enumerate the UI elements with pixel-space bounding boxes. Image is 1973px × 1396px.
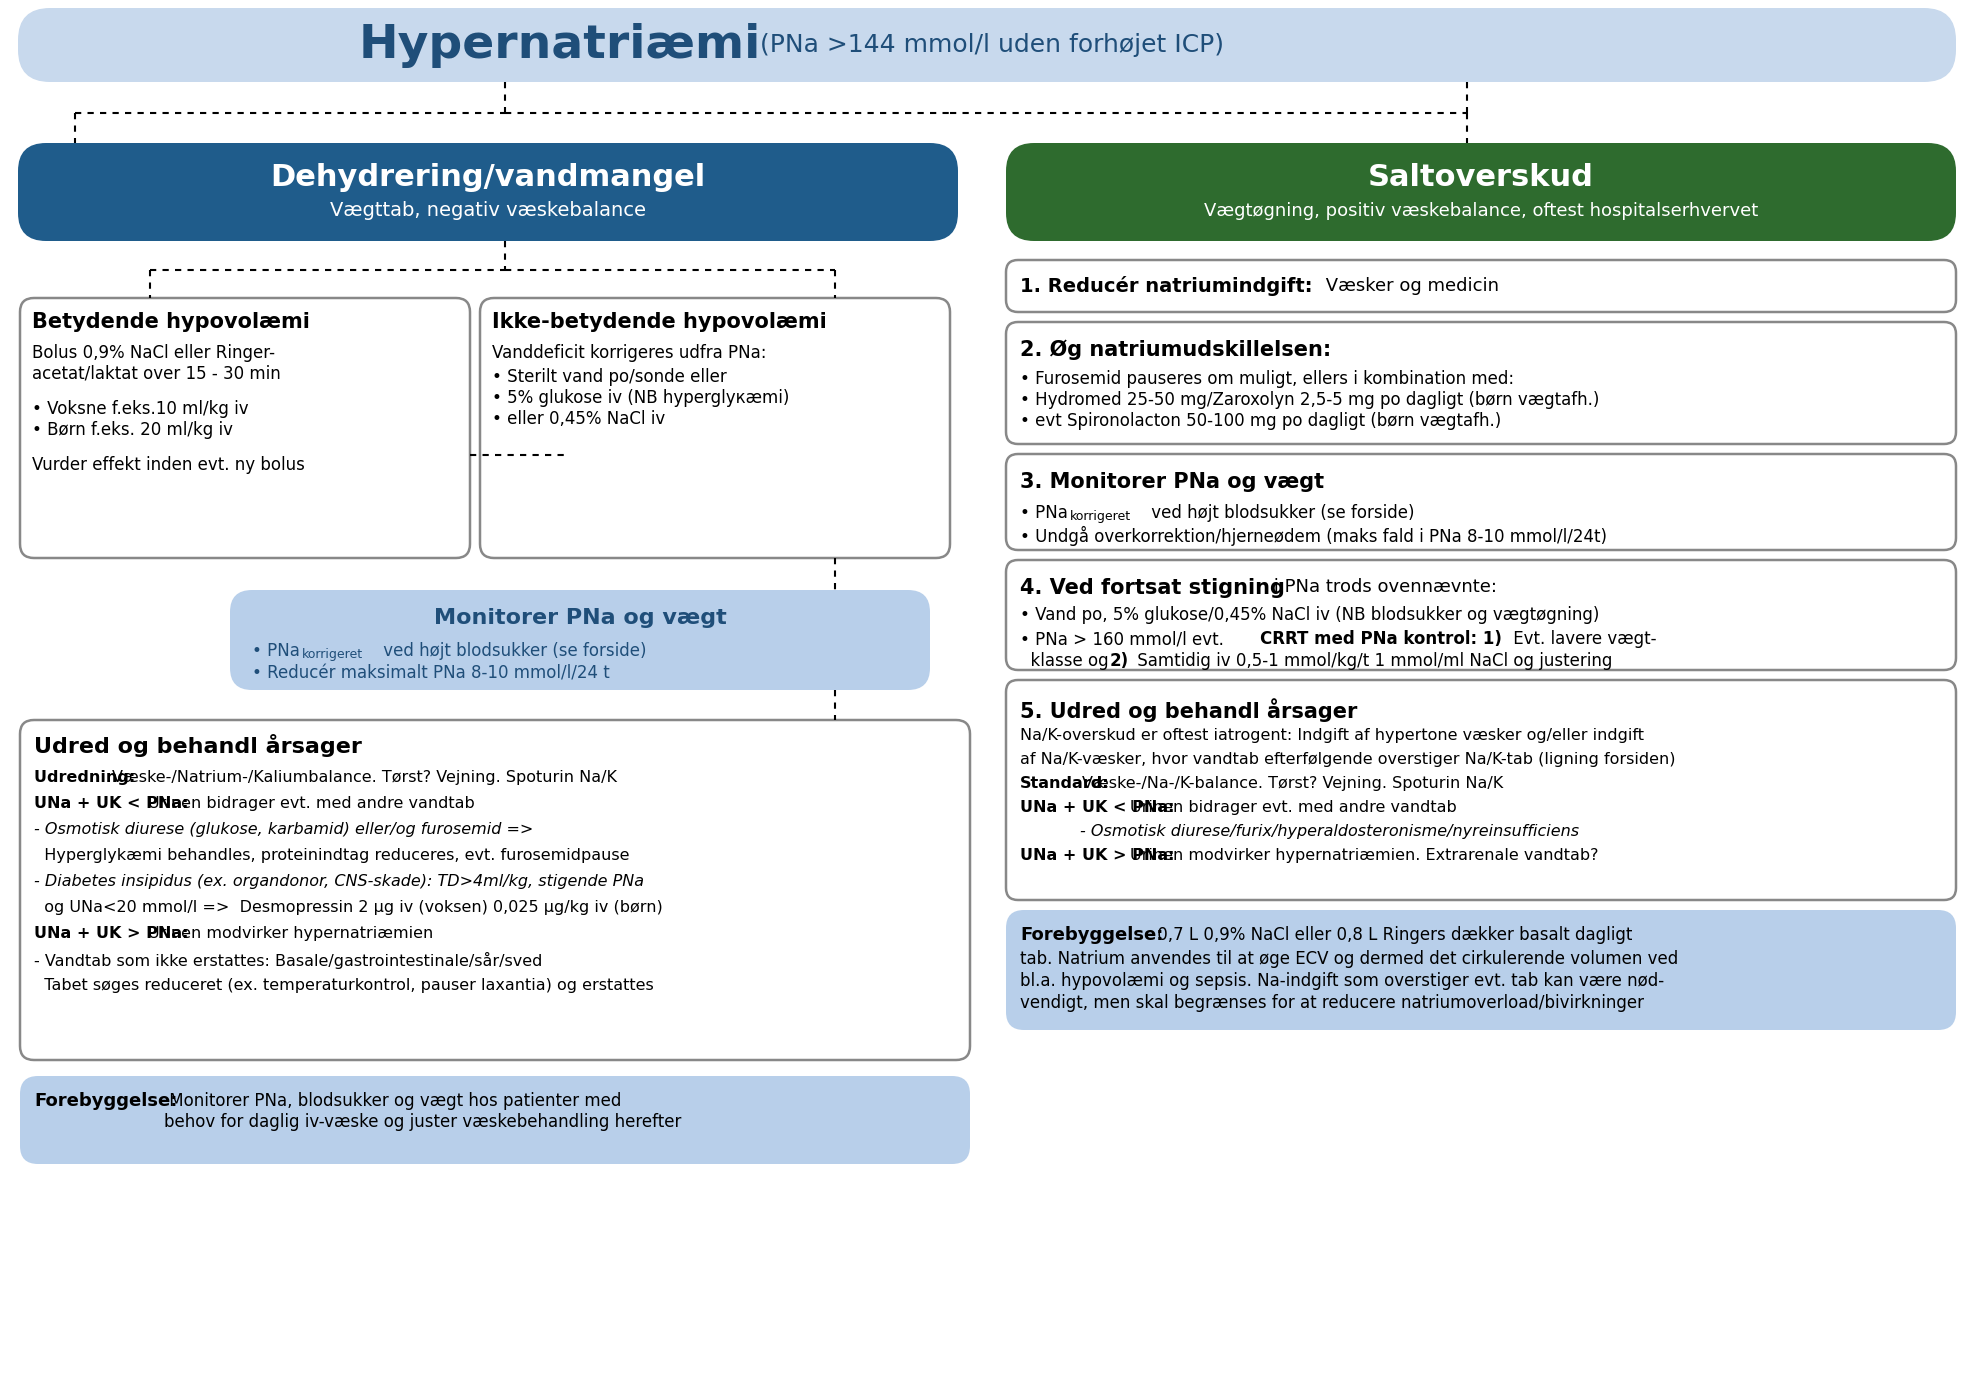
Text: Forebyggelse:: Forebyggelse:: [1020, 926, 1162, 944]
Text: Monitorer PNa og vægt: Monitorer PNa og vægt: [434, 609, 726, 628]
Text: - Vandtab som ikke erstattes: Basale/gastrointestinale/sår/sved: - Vandtab som ikke erstattes: Basale/gas…: [34, 952, 543, 969]
Text: Ikke-betydende hypovolæmi: Ikke-betydende hypovolæmi: [491, 311, 827, 332]
Text: i PNa trods ovennævnte:: i PNa trods ovennævnte:: [1267, 578, 1496, 596]
Text: Samtidig iv 0,5-1 mmol/kg/t 1 mmol/ml NaCl og justering: Samtidig iv 0,5-1 mmol/kg/t 1 mmol/ml Na…: [1131, 652, 1612, 670]
Text: tab. Natrium anvendes til at øge ECV og dermed det cirkulerende volumen ved: tab. Natrium anvendes til at øge ECV og …: [1020, 951, 1677, 967]
Text: Væske-/Na-/K-balance. Tørst? Vejning. Spoturin Na/K: Væske-/Na-/K-balance. Tørst? Vejning. Sp…: [1081, 776, 1503, 792]
Text: Bolus 0,9% NaCl eller Ringer-
acetat/laktat over 15 - 30 min: Bolus 0,9% NaCl eller Ringer- acetat/lak…: [32, 343, 280, 383]
Text: Urinen modvirker hypernatriæmien: Urinen modvirker hypernatriæmien: [148, 926, 434, 941]
Text: Udredning:: Udredning:: [34, 771, 140, 785]
Text: 2. Øg natriumudskillelsen:: 2. Øg natriumudskillelsen:: [1020, 341, 1330, 360]
Text: • Vand po, 5% glukose/0,45% NaCl iv (NB blodsukker og vægtøgning): • Vand po, 5% glukose/0,45% NaCl iv (NB …: [1020, 606, 1598, 624]
Text: UNa + UK < PNa:: UNa + UK < PNa:: [1020, 800, 1180, 815]
Text: Væske-/Natrium-/Kaliumbalance. Tørst? Vejning. Spoturin Na/K: Væske-/Natrium-/Kaliumbalance. Tørst? Ve…: [112, 771, 618, 785]
Text: - Osmotisk diurese/furix/hyperaldosteronisme/nyreinsufficiens: - Osmotisk diurese/furix/hyperaldosteron…: [1079, 824, 1578, 839]
Text: bl.a. hypovolæmi og sepsis. Na-indgift som overstiger evt. tab kan være nød-: bl.a. hypovolæmi og sepsis. Na-indgift s…: [1020, 972, 1663, 990]
Text: korrigeret: korrigeret: [1069, 510, 1131, 524]
Text: Væsker og medicin: Væsker og medicin: [1320, 276, 1498, 295]
FancyBboxPatch shape: [1006, 322, 1955, 444]
Text: Urinen bidrager evt. med andre vandtab: Urinen bidrager evt. med andre vandtab: [1131, 800, 1456, 815]
Text: • Voksne f.eks.10 ml/kg iv
• Børn f.eks. 20 ml/kg iv: • Voksne f.eks.10 ml/kg iv • Børn f.eks.…: [32, 401, 249, 438]
Text: ved højt blodsukker (se forside): ved højt blodsukker (se forside): [377, 642, 647, 660]
Text: Betydende hypovolæmi: Betydende hypovolæmi: [32, 311, 310, 332]
Text: - Osmotisk diurese (glukose, karbamid) eller/og furosemid =>: - Osmotisk diurese (glukose, karbamid) e…: [34, 822, 533, 838]
FancyBboxPatch shape: [18, 8, 1955, 82]
FancyBboxPatch shape: [20, 1076, 969, 1164]
FancyBboxPatch shape: [18, 142, 957, 242]
Text: UNa + UK < PNa:: UNa + UK < PNa:: [34, 796, 193, 811]
FancyBboxPatch shape: [231, 591, 929, 690]
Text: Dehydrering/vandmangel: Dehydrering/vandmangel: [270, 163, 704, 193]
FancyBboxPatch shape: [20, 720, 969, 1060]
Text: • Furosemid pauseres om muligt, ellers i kombination med:
• Hydromed 25-50 mg/Za: • Furosemid pauseres om muligt, ellers i…: [1020, 370, 1598, 430]
FancyBboxPatch shape: [20, 297, 470, 558]
Text: Evt. lavere vægt-: Evt. lavere vægt-: [1507, 630, 1655, 648]
Text: ved højt blodsukker (se forside): ved højt blodsukker (se forside): [1146, 504, 1415, 522]
Text: Vægtøgning, positiv væskebalance, oftest hospitalserhvervet: Vægtøgning, positiv væskebalance, oftest…: [1204, 202, 1758, 221]
Text: Vurder effekt inden evt. ny bolus: Vurder effekt inden evt. ny bolus: [32, 456, 304, 475]
Text: • PNa: • PNa: [253, 642, 300, 660]
Text: • PNa > 160 mmol/l evt.: • PNa > 160 mmol/l evt.: [1020, 630, 1229, 648]
Text: Urinen modvirker hypernatriæmien. Extrarenale vandtab?: Urinen modvirker hypernatriæmien. Extrar…: [1131, 847, 1598, 863]
Text: Hypernatriæmi: Hypernatriæmi: [359, 22, 762, 67]
Text: Vanddeficit korrigeres udfra PNa:: Vanddeficit korrigeres udfra PNa:: [491, 343, 766, 362]
Text: Hyperglykæmi behandles, proteinindtag reduceres, evt. furosemidpause: Hyperglykæmi behandles, proteinindtag re…: [34, 847, 629, 863]
Text: vendigt, men skal begrænses for at reducere natriumoverload/bivirkninger: vendigt, men skal begrænses for at reduc…: [1020, 994, 1644, 1012]
Text: • Reducér maksimalt PNa 8-10 mmol/l/24 t: • Reducér maksimalt PNa 8-10 mmol/l/24 t: [253, 664, 610, 683]
FancyBboxPatch shape: [1006, 680, 1955, 900]
Text: UNa + UK > PNa:: UNa + UK > PNa:: [1020, 847, 1180, 863]
Text: - Diabetes insipidus (ex. organdonor, CNS-skade): TD>4ml/kg, stigende PNa: - Diabetes insipidus (ex. organdonor, CN…: [34, 874, 643, 889]
Text: Tabet søges reduceret (ex. temperaturkontrol, pauser laxantia) og erstattes: Tabet søges reduceret (ex. temperaturkon…: [34, 979, 653, 993]
Text: klasse og: klasse og: [1020, 652, 1113, 670]
Text: UNa + UK > PNa:: UNa + UK > PNa:: [34, 926, 193, 941]
Text: Monitorer PNa, blodsukker og vægt hos patienter med
behov for daglig iv-væske og: Monitorer PNa, blodsukker og vægt hos pa…: [164, 1092, 681, 1131]
Text: 0,7 L 0,9% NaCl eller 0,8 L Ringers dækker basalt dagligt: 0,7 L 0,9% NaCl eller 0,8 L Ringers dækk…: [1152, 926, 1632, 944]
Text: Urinen bidrager evt. med andre vandtab: Urinen bidrager evt. med andre vandtab: [148, 796, 475, 811]
FancyBboxPatch shape: [1006, 560, 1955, 670]
Text: Saltoverskud: Saltoverskud: [1367, 163, 1592, 193]
Text: Na/K-overskud er oftest iatrogent: Indgift af hypertone væsker og/eller indgift: Na/K-overskud er oftest iatrogent: Indgi…: [1020, 727, 1644, 743]
Text: 2): 2): [1109, 652, 1129, 670]
Text: 1. Reducér natriumindgift:: 1. Reducér natriumindgift:: [1020, 276, 1312, 296]
FancyBboxPatch shape: [479, 297, 949, 558]
Text: CRRT med PNa kontrol: 1): CRRT med PNa kontrol: 1): [1259, 630, 1501, 648]
FancyBboxPatch shape: [1006, 454, 1955, 550]
FancyBboxPatch shape: [1006, 910, 1955, 1030]
Text: 3. Monitorer PNa og vægt: 3. Monitorer PNa og vægt: [1020, 472, 1324, 491]
Text: 5. Udred og behandl årsager: 5. Udred og behandl årsager: [1020, 698, 1357, 722]
Text: Udred og behandl årsager: Udred og behandl årsager: [34, 734, 361, 757]
Text: • Sterilt vand po/sonde eller
• 5% glukose iv (NB hyperglyкæmi)
• eller 0,45% Na: • Sterilt vand po/sonde eller • 5% gluko…: [491, 369, 789, 427]
FancyBboxPatch shape: [1006, 142, 1955, 242]
Text: • PNa: • PNa: [1020, 504, 1067, 522]
FancyBboxPatch shape: [1006, 260, 1955, 311]
Text: korrigeret: korrigeret: [302, 648, 363, 660]
Text: • Undgå overkorrektion/hjerneødem (maks fald i PNa 8-10 mmol/l/24t): • Undgå overkorrektion/hjerneødem (maks …: [1020, 526, 1606, 546]
Text: Vægttab, negativ væskebalance: Vægttab, negativ væskebalance: [329, 201, 645, 221]
Text: af Na/K-væsker, hvor vandtab efterfølgende overstiger Na/K-tab (ligning forsiden: af Na/K-væsker, hvor vandtab efterfølgen…: [1020, 752, 1675, 766]
Text: 4. Ved fortsat stigning: 4. Ved fortsat stigning: [1020, 578, 1284, 597]
Text: Standard:: Standard:: [1020, 776, 1109, 792]
Text: Forebyggelse:: Forebyggelse:: [34, 1092, 178, 1110]
Text: (PNa >144 mmol/l uden forhøjet ICP): (PNa >144 mmol/l uden forhøjet ICP): [760, 34, 1223, 57]
Text: og UNa<20 mmol/l =>  Desmopressin 2 µg iv (voksen) 0,025 µg/kg iv (børn): og UNa<20 mmol/l => Desmopressin 2 µg iv…: [34, 900, 663, 914]
